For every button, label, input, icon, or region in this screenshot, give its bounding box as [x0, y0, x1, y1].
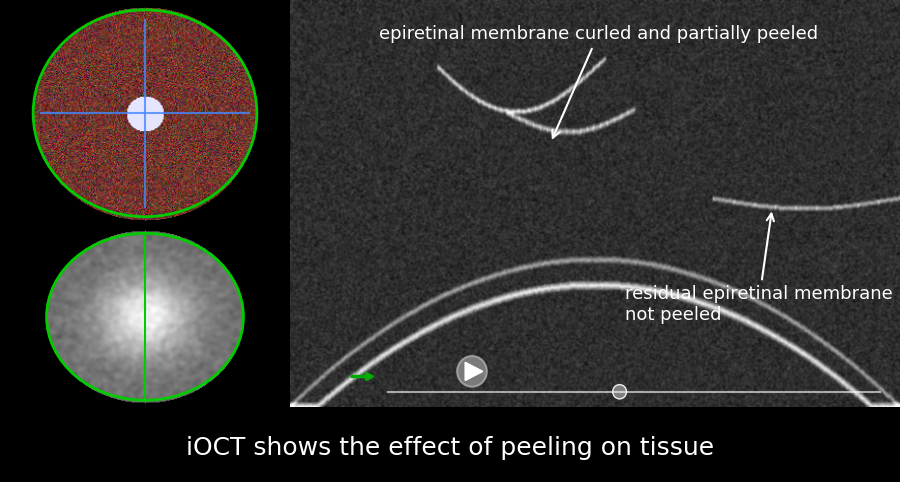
Polygon shape — [465, 362, 482, 381]
Text: epiretinal membrane curled and partially peeled: epiretinal membrane curled and partially… — [379, 26, 818, 138]
Text: residual epiretinal membrane
not peeled: residual epiretinal membrane not peeled — [625, 214, 892, 324]
Circle shape — [457, 356, 487, 387]
Circle shape — [613, 385, 626, 399]
Text: iOCT shows the effect of peeling on tissue: iOCT shows the effect of peeling on tiss… — [186, 436, 714, 460]
